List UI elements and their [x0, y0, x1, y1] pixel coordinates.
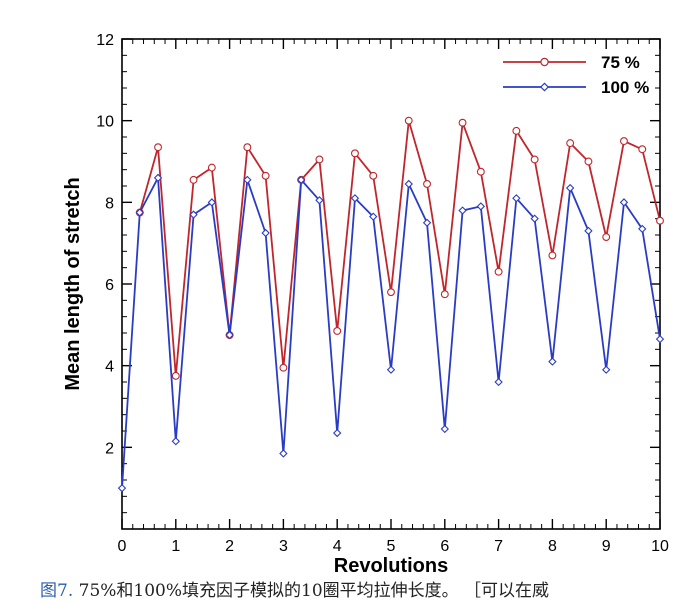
x-tick-label: 8 — [548, 538, 557, 555]
x-tick-label: 6 — [440, 538, 449, 555]
legend-label-100: 100 % — [601, 78, 649, 97]
data-point — [333, 428, 342, 438]
data-point — [494, 377, 503, 387]
x-tick-label: 5 — [387, 538, 396, 555]
data-point — [440, 424, 449, 434]
data-point — [135, 208, 144, 217]
data-point — [512, 194, 521, 203]
data-point — [351, 149, 359, 158]
data-point — [315, 155, 324, 164]
legend-label-75: 75 % — [601, 53, 640, 72]
x-tick-label: 9 — [602, 538, 611, 555]
data-point — [261, 228, 270, 238]
data-point — [422, 218, 432, 227]
data-point — [315, 196, 324, 205]
y-tick-label: 6 — [105, 277, 114, 294]
data-point — [566, 139, 575, 148]
series-100 — [117, 173, 665, 493]
y-axis-title: Mean length of stretch — [62, 177, 84, 390]
data-point — [548, 251, 557, 260]
x-tick-label: 3 — [279, 538, 288, 555]
data-point — [530, 155, 539, 164]
caption-text: 75%和100%填充因子模拟的10圈平均拉伸长度。 ［可以在威 — [73, 581, 550, 601]
data-point — [171, 371, 180, 380]
data-point — [638, 145, 647, 154]
data-point — [476, 202, 486, 211]
data-point — [243, 175, 252, 185]
legend: 75 % 100 % — [503, 53, 649, 97]
data-point — [225, 330, 234, 340]
x-tick-labels: 0 1 2 3 4 5 6 7 8 9 10 — [118, 538, 669, 555]
data-point — [584, 226, 593, 236]
data-point — [530, 214, 539, 223]
series-layer — [117, 116, 665, 493]
data-point — [369, 171, 378, 180]
x-tick-label: 10 — [651, 538, 669, 555]
x-axis-title: Revolutions — [334, 555, 448, 574]
data-point — [620, 137, 628, 146]
data-point — [207, 163, 216, 172]
data-point — [243, 143, 252, 152]
x-tick-label: 4 — [333, 538, 342, 555]
data-point — [494, 267, 503, 276]
data-point — [404, 116, 413, 125]
major-ticks — [121, 38, 661, 529]
data-point — [296, 175, 306, 185]
data-point — [423, 180, 431, 188]
data-point — [655, 334, 665, 344]
x-tick-label: 1 — [171, 538, 180, 555]
data-point — [440, 290, 449, 299]
data-point — [279, 363, 288, 372]
data-point — [565, 183, 575, 193]
x-tick-label: 0 — [118, 538, 127, 555]
data-point — [584, 157, 593, 166]
data-point — [602, 233, 611, 241]
data-point — [261, 171, 270, 180]
data-point — [602, 365, 611, 374]
x-tick-label: 7 — [494, 538, 503, 555]
data-point — [279, 449, 288, 458]
series-line — [121, 176, 661, 489]
data-point — [154, 143, 162, 152]
data-point — [512, 126, 521, 135]
data-point — [117, 483, 127, 493]
data-point — [386, 365, 396, 374]
data-point — [404, 179, 413, 189]
data-point — [369, 212, 378, 221]
data-point — [656, 216, 664, 225]
y-tick-labels: 2 4 6 8 10 12 — [96, 32, 114, 457]
data-point — [350, 194, 360, 203]
x-tick-label: 2 — [225, 538, 234, 555]
data-point — [458, 118, 467, 127]
data-point — [619, 198, 629, 207]
y-tick-label: 12 — [96, 32, 114, 49]
legend-marker-75 — [540, 57, 549, 67]
figure-caption: 图7. 75%和100%填充因子模拟的10圈平均拉伸长度。 ［可以在威 — [40, 576, 694, 601]
data-point — [476, 167, 485, 176]
data-point — [638, 224, 647, 234]
data-point — [333, 327, 342, 335]
series-75 — [135, 116, 664, 380]
data-point — [458, 206, 467, 215]
data-point — [171, 437, 180, 446]
y-tick-label: 4 — [105, 359, 114, 376]
data-point — [189, 175, 198, 184]
y-tick-label: 8 — [105, 195, 114, 212]
data-point — [153, 173, 163, 183]
data-point — [189, 210, 198, 219]
data-point — [548, 357, 557, 366]
data-point — [207, 198, 217, 207]
figure-label: 图7. — [40, 581, 74, 601]
y-tick-label: 10 — [96, 114, 114, 131]
legend-marker-100 — [539, 82, 550, 92]
y-tick-label: 2 — [105, 440, 114, 457]
data-point — [387, 288, 395, 297]
